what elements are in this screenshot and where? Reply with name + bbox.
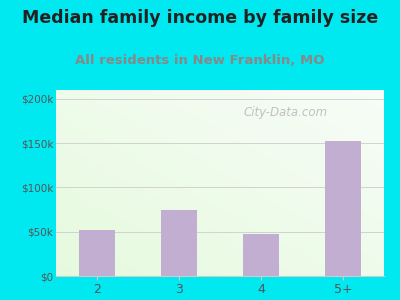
- Text: Median family income by family size: Median family income by family size: [22, 9, 378, 27]
- Bar: [242, 234, 280, 276]
- Text: All residents in New Franklin, MO: All residents in New Franklin, MO: [75, 54, 325, 67]
- Bar: [160, 210, 198, 276]
- Text: City-Data.com: City-Data.com: [244, 106, 328, 119]
- Bar: [324, 141, 362, 276]
- Bar: [78, 230, 116, 276]
